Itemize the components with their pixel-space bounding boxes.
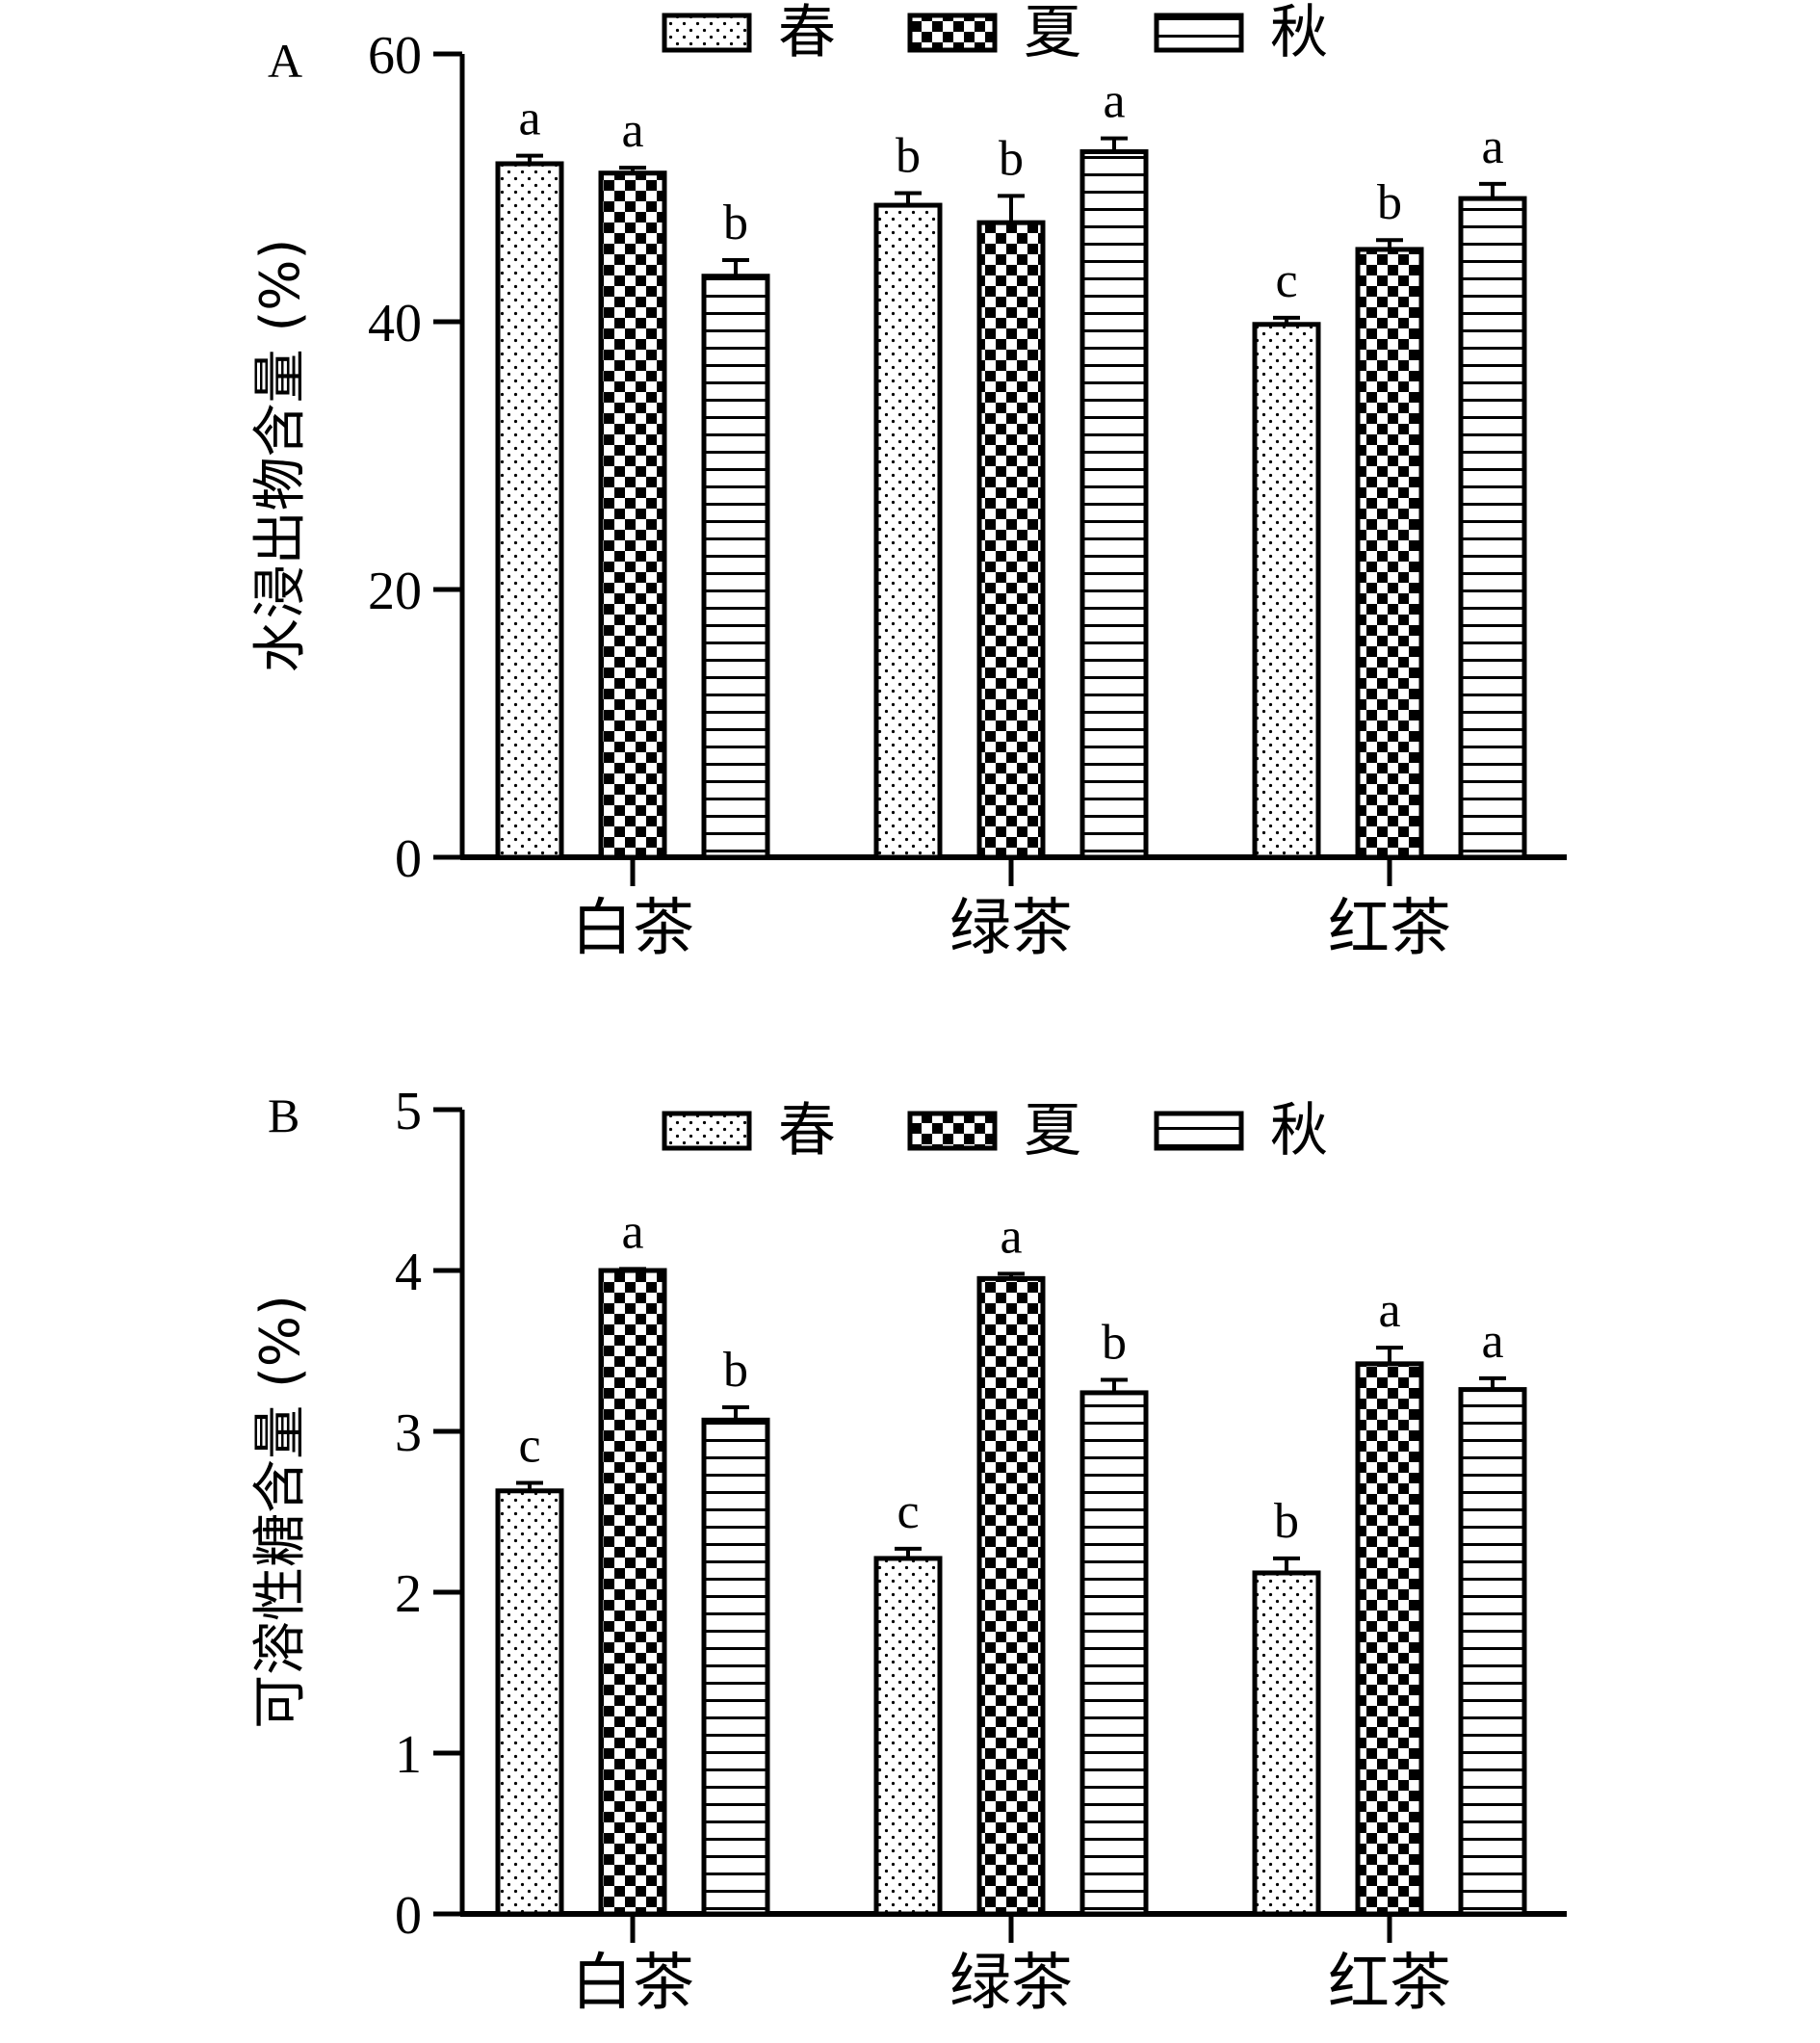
- bar: [873, 202, 943, 860]
- bar: [598, 170, 667, 860]
- x-category-label: 红茶: [1328, 893, 1451, 964]
- legend-swatch: [1154, 1111, 1244, 1151]
- significance-letter: a: [1481, 119, 1503, 174]
- y-tick-label: 20: [368, 562, 422, 621]
- x-category-label: 红茶: [1328, 1948, 1451, 2019]
- x-category-label: 白茶: [571, 1948, 694, 2019]
- legend-swatch: [1154, 13, 1244, 53]
- y-tick-label: 1: [395, 1725, 422, 1785]
- legend-swatch: [662, 13, 752, 53]
- legend-label: 夏: [1024, 1097, 1081, 1165]
- significance-letter: c: [1275, 253, 1297, 308]
- bar: [976, 1275, 1046, 1917]
- x-category-label: 绿茶: [949, 1948, 1073, 2019]
- bar: [701, 1417, 770, 1917]
- y-axis-title: 水浸出物含量 (%): [249, 239, 312, 673]
- significance-letter: a: [1000, 1209, 1022, 1264]
- significance-letter: b: [1102, 1316, 1127, 1371]
- significance-letter: b: [1377, 175, 1402, 230]
- significance-letter: a: [621, 1204, 643, 1259]
- bar: [1252, 1570, 1321, 1917]
- bar: [1252, 322, 1321, 860]
- significance-letter: c: [897, 1484, 919, 1539]
- y-tick-label: 40: [368, 294, 422, 354]
- bar: [976, 220, 1046, 860]
- x-category-label: 白茶: [571, 893, 694, 964]
- significance-letter: a: [518, 92, 540, 146]
- y-tick-label: 60: [368, 26, 422, 86]
- significance-letter: a: [1103, 74, 1125, 129]
- bar: [873, 1556, 943, 1917]
- significance-letter: b: [999, 131, 1024, 186]
- bar: [598, 1268, 667, 1917]
- y-tick-label: 0: [395, 1886, 422, 1946]
- legend-swatch: [662, 1111, 752, 1151]
- significance-letter: b: [723, 1343, 748, 1398]
- y-tick-label: 5: [395, 1082, 422, 1141]
- significance-letter: b: [1274, 1494, 1299, 1549]
- bar: [1079, 148, 1149, 860]
- legend-label: 春: [778, 1097, 836, 1165]
- bar: [1355, 1361, 1424, 1917]
- y-tick-label: 3: [395, 1403, 422, 1463]
- y-tick-label: 4: [395, 1243, 422, 1302]
- bar: [701, 274, 770, 860]
- legend-label: 秋: [1270, 1097, 1328, 1165]
- legend-swatch: [907, 13, 998, 53]
- y-tick-label: 2: [395, 1564, 422, 1624]
- significance-letter: b: [896, 129, 921, 184]
- significance-letter: a: [1378, 1283, 1400, 1338]
- panel-label: B: [268, 1088, 299, 1142]
- legend-label: 秋: [1270, 0, 1328, 66]
- bar: [1079, 1390, 1149, 1917]
- panel-label: A: [268, 34, 302, 88]
- bar: [1458, 196, 1527, 860]
- significance-letter: a: [1481, 1314, 1503, 1369]
- bar: [1458, 1387, 1527, 1917]
- chart-panel-a: A 0 20 40 60 白茶 绿茶 红茶 水浸出物含量 (%) a b c a b b b a a 春 夏 秋: [249, 0, 1567, 964]
- significance-letter: a: [621, 103, 643, 158]
- legend-swatch: [907, 1111, 998, 1151]
- bar: [495, 161, 564, 860]
- significance-letter: b: [723, 196, 748, 250]
- bar: [495, 1488, 564, 1917]
- legend-label: 春: [778, 0, 836, 66]
- chart-panel-b: B 0 1 2 3 4 5 白茶 绿茶 红茶 可溶性糖含量 (%) c c b a a a b b a 春 夏 秋: [249, 1082, 1567, 2019]
- bar: [1355, 247, 1424, 860]
- y-tick-label: 0: [395, 829, 422, 889]
- x-category-label: 绿茶: [949, 893, 1073, 964]
- significance-letter: c: [518, 1418, 540, 1473]
- y-axis-title: 可溶性糖含量 (%): [249, 1295, 312, 1729]
- legend-label: 夏: [1024, 0, 1081, 66]
